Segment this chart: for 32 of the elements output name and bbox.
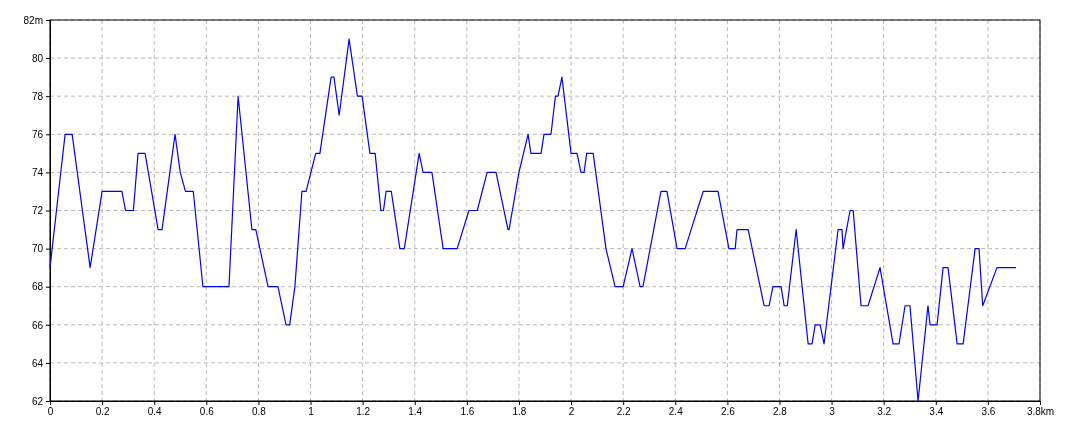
x-tick-label: 1.8 xyxy=(512,406,527,418)
x-tick-label: 0.8 xyxy=(251,406,267,418)
x-tick-label: 1 xyxy=(308,406,315,418)
x-tick-label: 2.8 xyxy=(773,406,788,418)
x-tick-label: 0.2 xyxy=(95,406,110,418)
x-tick-label: 2 xyxy=(568,406,575,418)
x-tick-label: 2.4 xyxy=(668,406,684,418)
y-tick-label: 68 xyxy=(31,281,44,293)
x-tick-label: 2.6 xyxy=(720,406,736,418)
y-tick-label: 80 xyxy=(31,52,44,64)
x-tick-label: 0 xyxy=(47,406,54,418)
x-tick-label: 3.4 xyxy=(929,406,944,418)
x-tick-label: 3.2 xyxy=(877,406,892,418)
x-tick-label: 1.6 xyxy=(460,406,475,418)
y-tick-label: 70 xyxy=(31,243,44,255)
x-tick-label: 0.4 xyxy=(147,406,163,418)
x-tick-label: 0.6 xyxy=(199,406,215,418)
x-tick-label: 3 xyxy=(829,406,836,418)
x-tick-label: 1.2 xyxy=(356,406,371,418)
x-tick-label: 2.2 xyxy=(616,406,632,418)
y-tick-label: 82m xyxy=(23,14,43,26)
x-tick-label: 3.6 xyxy=(981,406,996,418)
x-tick-label: 3.8km xyxy=(1026,406,1055,418)
line-series xyxy=(49,38,1017,402)
y-tick-label: 76 xyxy=(31,129,44,140)
y-tick-label: 62 xyxy=(31,395,44,407)
y-tick-label: 66 xyxy=(31,319,44,331)
y-tick-label: 72 xyxy=(31,205,44,217)
y-tick-label: 74 xyxy=(31,167,44,179)
x-tick-label: 1.4 xyxy=(408,406,423,418)
y-tick-label: 64 xyxy=(31,357,44,369)
y-tick-label: 78 xyxy=(31,90,44,102)
